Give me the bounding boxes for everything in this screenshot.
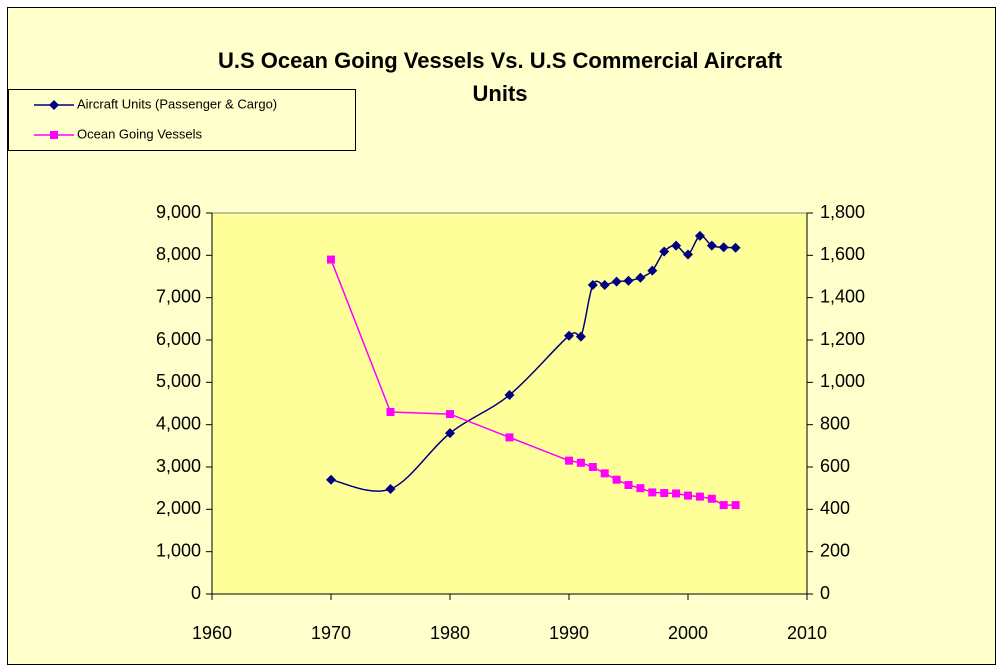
y2-tick-label: 1,000	[820, 371, 865, 391]
marker	[446, 410, 454, 419]
marker	[49, 100, 59, 110]
y-tick-label: 3,000	[156, 456, 201, 476]
marker	[660, 489, 669, 498]
marker	[505, 433, 514, 442]
marker	[695, 492, 704, 501]
marker	[504, 390, 515, 401]
marker	[635, 272, 646, 283]
marker	[694, 230, 705, 241]
marker	[648, 488, 657, 497]
y-tick-label: 7,000	[156, 286, 201, 306]
marker	[730, 242, 741, 253]
plot-area	[211, 212, 808, 595]
y-tick-label: 8,000	[156, 244, 201, 264]
marker	[659, 246, 670, 257]
y2-tick-label: 1,800	[820, 202, 865, 222]
marker	[445, 428, 455, 439]
x-tick-label: 1970	[311, 623, 351, 643]
y-tick-label: 4,000	[156, 413, 201, 433]
y-tick-label: 9,000	[156, 202, 201, 222]
y2-tick-label: 200	[820, 540, 850, 560]
marker	[576, 458, 585, 467]
marker	[600, 469, 609, 478]
marker	[636, 484, 645, 493]
x-tick-label: 1980	[430, 623, 470, 643]
marker	[707, 494, 716, 503]
marker	[647, 265, 658, 276]
marker	[624, 480, 633, 489]
chart-title: U.S Ocean Going Vessels Vs. U.S Commerci…	[218, 48, 783, 73]
legend	[8, 89, 356, 151]
marker	[565, 456, 573, 465]
x-tick-label: 2000	[668, 623, 708, 643]
marker	[671, 240, 682, 251]
marker	[50, 131, 58, 139]
y-tick-label: 2,000	[156, 498, 201, 518]
y-tick-label: 0	[191, 583, 201, 603]
marker	[683, 249, 693, 260]
marker	[718, 242, 729, 253]
marker	[611, 276, 622, 287]
marker	[719, 501, 728, 510]
marker	[385, 484, 396, 495]
y2-tick-label: 1,200	[820, 329, 865, 349]
y-tick-label: 1,000	[156, 540, 201, 560]
x-tick-label: 1960	[192, 623, 232, 643]
y2-tick-label: 1,400	[820, 286, 865, 306]
y2-tick-label: 600	[820, 456, 850, 476]
marker	[684, 491, 692, 500]
legend-label: Ocean Going Vessels	[77, 126, 203, 141]
x-tick-label: 1990	[549, 623, 589, 643]
y-tick-label: 6,000	[156, 329, 201, 349]
y2-tick-label: 1,600	[820, 244, 865, 264]
marker	[612, 475, 621, 484]
marker	[327, 255, 335, 264]
y2-tick-label: 0	[820, 583, 830, 603]
marker	[587, 279, 598, 290]
y2-tick-label: 800	[820, 413, 850, 433]
chart-title: Units	[473, 81, 528, 106]
marker	[386, 407, 395, 416]
marker	[706, 240, 717, 251]
marker	[326, 474, 336, 485]
marker	[599, 279, 610, 290]
marker	[623, 275, 634, 286]
marker	[575, 331, 586, 342]
y2-tick-label: 400	[820, 498, 850, 518]
marker	[731, 501, 740, 510]
marker	[672, 489, 681, 498]
legend-label: Aircraft Units (Passenger & Cargo)	[77, 96, 277, 111]
y-tick-label: 5,000	[156, 371, 201, 391]
marker	[588, 463, 597, 471]
marker	[564, 330, 574, 341]
x-tick-label: 2010	[787, 623, 827, 643]
